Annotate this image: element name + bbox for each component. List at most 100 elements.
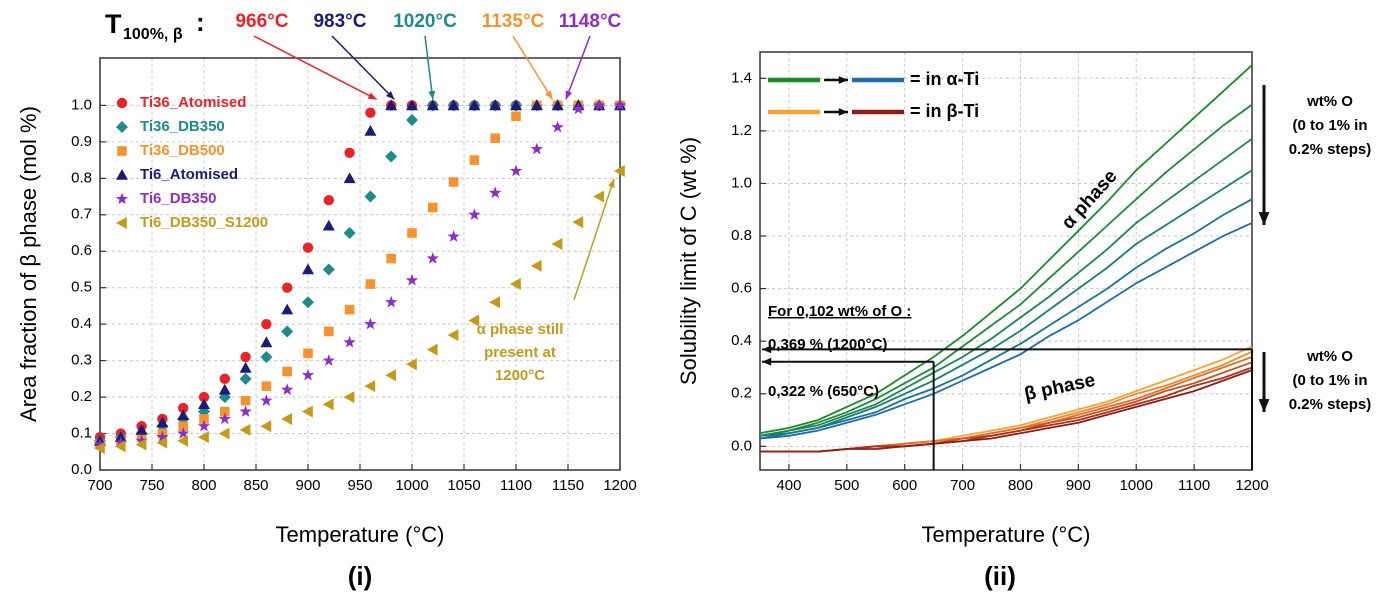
marker bbox=[530, 99, 543, 111]
marker bbox=[114, 440, 126, 453]
marker bbox=[385, 369, 396, 382]
series-line bbox=[760, 369, 1253, 453]
marker bbox=[385, 99, 398, 111]
y-tick-label: 0.8 bbox=[731, 227, 752, 244]
x-axis-title: Temperature (°C) bbox=[922, 522, 1091, 547]
marker bbox=[364, 124, 377, 136]
marker bbox=[406, 358, 417, 371]
note-arrow bbox=[1258, 352, 1270, 412]
y-tick-label: 1.0 bbox=[71, 96, 92, 113]
marker bbox=[405, 273, 419, 286]
marker bbox=[156, 436, 168, 449]
transition-arrow bbox=[331, 35, 395, 100]
y-tick-label: 0.2 bbox=[71, 388, 92, 405]
marker bbox=[239, 372, 252, 385]
marker bbox=[302, 263, 314, 275]
marker bbox=[364, 317, 377, 330]
marker bbox=[593, 190, 604, 203]
legend-marker bbox=[116, 169, 128, 180]
series-line bbox=[759, 64, 1253, 435]
x-tick-label: 1150 bbox=[552, 477, 584, 494]
legend-label: = in α-Ti bbox=[910, 69, 979, 89]
marker bbox=[447, 99, 460, 111]
marker bbox=[490, 133, 500, 144]
phase-label: α phase bbox=[1058, 166, 1122, 233]
marker bbox=[178, 402, 189, 414]
marker bbox=[322, 219, 335, 231]
transition-arrow-head bbox=[565, 90, 573, 100]
note-text: 0.2% steps) bbox=[1289, 396, 1372, 413]
transition-arrow-head bbox=[428, 90, 436, 100]
y-tick-label: 0.8 bbox=[71, 169, 92, 186]
marker bbox=[489, 99, 502, 111]
marker bbox=[322, 263, 335, 276]
annotation: present at bbox=[484, 344, 556, 361]
marker bbox=[177, 427, 190, 439]
x-tick-label: 800 bbox=[1008, 477, 1033, 494]
marker bbox=[551, 237, 563, 250]
guide-label: 0,322 % (650°C) bbox=[768, 383, 879, 400]
series-line bbox=[759, 198, 1253, 440]
legend-label: Ti6_DB350 bbox=[140, 190, 216, 207]
x-tick-label: 600 bbox=[892, 477, 917, 494]
marker bbox=[302, 242, 314, 253]
transition-arrow-head bbox=[545, 90, 553, 100]
marker bbox=[468, 314, 480, 327]
marker bbox=[135, 438, 147, 451]
x-tick-label: 1200 bbox=[1235, 477, 1268, 494]
guide-title: For 0,102 wt% of O : bbox=[768, 303, 911, 320]
marker bbox=[135, 423, 148, 435]
marker bbox=[322, 354, 335, 366]
marker bbox=[365, 107, 376, 118]
marker bbox=[198, 431, 209, 444]
y-tick-label: 1.4 bbox=[731, 69, 752, 86]
y-tick-label: 0.2 bbox=[731, 385, 752, 402]
marker bbox=[406, 99, 418, 111]
transition-label: 1020°C bbox=[393, 11, 457, 32]
panel-label: (i) bbox=[348, 561, 373, 591]
legend-arrow-head bbox=[838, 76, 848, 84]
note-text: (0 to 1% in bbox=[1292, 117, 1367, 134]
marker bbox=[469, 155, 480, 165]
transition-arrow bbox=[253, 35, 377, 101]
marker bbox=[407, 228, 417, 238]
legend-arrow-head bbox=[838, 108, 848, 116]
marker bbox=[510, 99, 522, 111]
y-tick-label: 0.0 bbox=[71, 461, 92, 478]
note-arrow-head bbox=[1258, 212, 1270, 225]
marker bbox=[261, 381, 272, 391]
marker bbox=[282, 282, 293, 293]
transition-arrow-shaft bbox=[565, 35, 591, 100]
marker bbox=[551, 120, 564, 133]
marker bbox=[530, 259, 542, 272]
note-text: (0 to 1% in bbox=[1292, 372, 1367, 389]
marker bbox=[281, 303, 294, 315]
x-tick-label: 400 bbox=[776, 477, 801, 494]
marker bbox=[551, 99, 564, 111]
transition-arrow-shaft bbox=[331, 35, 395, 100]
x-tick-label: 500 bbox=[834, 477, 859, 494]
marker bbox=[468, 99, 481, 111]
legend-label: Ti36_Atomised bbox=[140, 94, 246, 111]
transition-label: 1148°C bbox=[559, 11, 622, 32]
series-line bbox=[759, 222, 1253, 440]
marker bbox=[177, 409, 190, 421]
y-tick-label: 1.2 bbox=[731, 122, 752, 139]
marker bbox=[447, 329, 459, 342]
guide-arrow-head bbox=[762, 345, 772, 354]
x-tick-label: 900 bbox=[295, 477, 320, 494]
marker bbox=[323, 194, 334, 206]
y-tick-label: 0.5 bbox=[71, 279, 92, 296]
marker bbox=[218, 412, 231, 425]
legend-arrow bbox=[824, 76, 848, 84]
x-tick-label: 750 bbox=[139, 477, 164, 494]
marker bbox=[220, 406, 230, 417]
y-tick-label: 0.4 bbox=[731, 332, 752, 349]
marker bbox=[322, 398, 334, 411]
marker bbox=[468, 208, 481, 221]
y-tick-label: 0.1 bbox=[71, 425, 92, 442]
marker bbox=[93, 437, 107, 450]
series-line bbox=[759, 103, 1253, 437]
transition-arrow bbox=[424, 35, 436, 100]
marker bbox=[448, 177, 459, 187]
